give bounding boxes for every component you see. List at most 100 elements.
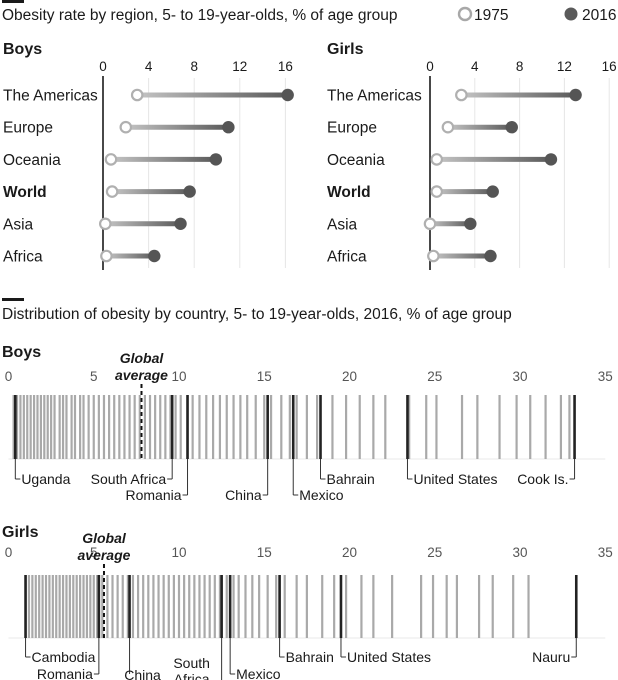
x-tick-label: 8 [516, 59, 524, 74]
marker-2016 [544, 153, 558, 166]
highlight-label: Uganda [21, 471, 70, 487]
region-label: Europe [3, 120, 53, 137]
marker-2016 [505, 121, 518, 134]
x-tick-label: 12 [232, 59, 247, 74]
highlight-label: Bahrain [327, 471, 375, 487]
marker-1975 [423, 217, 437, 231]
region-label: The Americas [3, 88, 98, 105]
x-tick-label: 0 [99, 59, 107, 74]
marker-1975 [100, 249, 113, 263]
panel-title: Boys [3, 41, 42, 58]
highlight-label: South [173, 655, 210, 671]
x-tick-label: 4 [145, 59, 153, 74]
section-marker [2, 0, 24, 3]
global-average-label: Global [82, 530, 127, 546]
panel-title: Girls [327, 41, 364, 58]
highlight-label: United States [347, 649, 431, 665]
x-tick-label: 10 [171, 369, 186, 384]
strip-chart-title: Distribution of obesity by country, 5- t… [2, 306, 512, 323]
legend-1975-marker [457, 6, 473, 22]
marker-2016 [569, 88, 582, 102]
marker-1975 [104, 153, 118, 166]
legend-2016-marker [564, 7, 578, 21]
x-tick-label: 0 [5, 369, 13, 384]
x-tick-label: 30 [512, 545, 527, 560]
x-tick-label: 0 [5, 545, 13, 560]
x-tick-label: 5 [90, 545, 98, 560]
x-tick-label: 35 [598, 545, 613, 560]
highlight-label: China [225, 487, 262, 503]
marker-2016 [183, 185, 196, 198]
highlight-label: Bahrain [286, 649, 334, 665]
highlight-label: Romania [37, 666, 93, 680]
highlight-label: South Africa [91, 471, 167, 487]
marker-1975 [98, 217, 112, 231]
marker-1975 [119, 120, 133, 134]
region-label: Oceania [327, 152, 385, 169]
marker-1975 [455, 88, 468, 102]
x-tick-label: 35 [598, 369, 613, 384]
region-label: The Americas [327, 88, 422, 105]
x-tick-label: 15 [257, 369, 272, 384]
highlight-label: Cook Is. [517, 471, 568, 487]
highlight-label: China [124, 667, 161, 680]
marker-2016 [174, 217, 187, 230]
dumbbell-panel-girls: Girls 0 4 8 12 16 The Americas Europe Oceania Wor… [327, 41, 617, 270]
legend-1975-label: 1975 [474, 7, 508, 24]
section-marker-2 [2, 298, 24, 301]
marker-2016 [484, 249, 497, 263]
global-average-label: Global [120, 350, 165, 366]
x-tick-label: 10 [171, 545, 186, 560]
region-label: Asia [3, 216, 34, 233]
highlight-label: Cambodia [32, 649, 96, 665]
x-tick-label: 8 [190, 59, 198, 74]
dumbbell-panel-boys: Boys 0 4 8 12 16 The Americas Europe Oceania Worl… [3, 41, 294, 270]
x-tick-label: 20 [342, 369, 357, 384]
region-label: Europe [327, 120, 377, 137]
marker-1975 [430, 185, 444, 198]
strip-panel-boys: Boys 0 5 10 15 20 25 30 35 Uganda South AfricaRoma… [2, 344, 613, 503]
marker-1975 [430, 153, 444, 166]
region-label: Asia [327, 216, 358, 233]
region-label: Africa [3, 249, 43, 266]
legend-2016-label: 2016 [582, 7, 616, 24]
x-tick-label: 20 [342, 545, 357, 560]
global-average-label: average [78, 547, 131, 563]
marker-2016 [148, 249, 161, 263]
x-tick-label: 5 [90, 369, 98, 384]
region-label: World [327, 184, 371, 201]
x-tick-label: 15 [257, 545, 272, 560]
highlight-label: United States [413, 471, 497, 487]
highlight-label: Mexico [236, 666, 281, 680]
marker-2016 [222, 121, 235, 134]
highlight-label: Nauru [532, 649, 570, 665]
highlight-label: Africa [174, 671, 210, 680]
x-tick-label: 4 [471, 59, 479, 74]
x-tick-label: 16 [602, 59, 617, 74]
legend: 1975 2016 [457, 6, 616, 24]
marker-1975 [427, 249, 440, 263]
x-tick-label: 25 [427, 369, 442, 384]
highlight-label: Romania [125, 487, 181, 503]
panel-title: Boys [2, 344, 41, 361]
marker-2016 [464, 217, 477, 230]
marker-1975 [130, 88, 144, 102]
region-label: Oceania [3, 152, 61, 169]
x-tick-label: 25 [427, 545, 442, 560]
dumbbell-panels: Boys 0 4 8 12 16 The Americas Europe Oceania Worl… [3, 41, 617, 270]
x-tick-label: 16 [278, 59, 293, 74]
dumbbell-chart-title: Obesity rate by region, 5- to 19-year-ol… [2, 7, 397, 24]
x-tick-label: 0 [426, 59, 434, 74]
x-tick-label: 12 [557, 59, 572, 74]
marker-2016 [486, 185, 499, 198]
marker-2016 [209, 153, 223, 166]
x-tick-label: 30 [512, 369, 527, 384]
global-average-label: average [115, 367, 168, 383]
region-label: Africa [327, 249, 367, 266]
region-label: World [3, 184, 47, 201]
marker-1975 [441, 120, 455, 134]
panel-title: Girls [2, 524, 39, 541]
